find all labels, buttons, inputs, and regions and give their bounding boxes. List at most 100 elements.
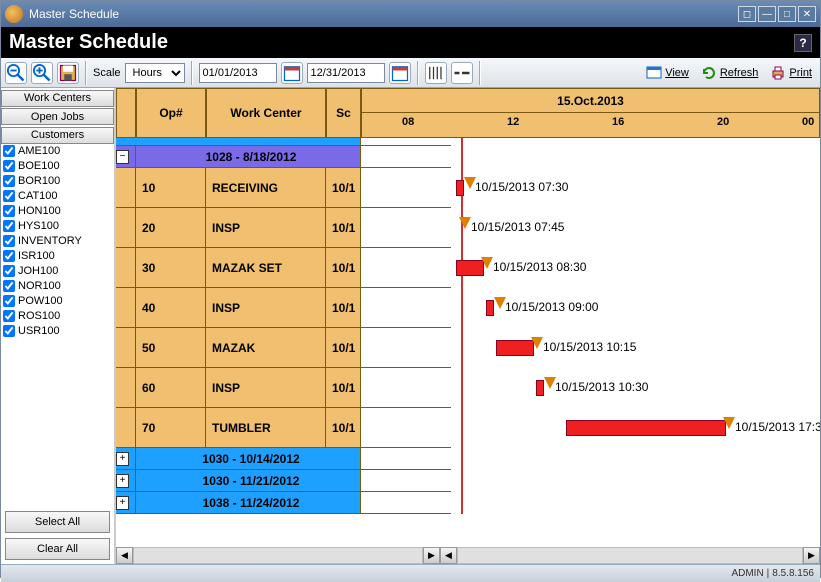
col-sc: Sc — [326, 88, 361, 138]
group-label: 1030 - 10/14/2012 — [136, 448, 361, 469]
grid-body[interactable]: −1028 - 8/18/201210RECEIVING10/120INSP10… — [116, 138, 820, 547]
cell-sc: 10/1 — [326, 408, 361, 447]
customer-checkbox[interactable] — [3, 190, 15, 202]
time-tick: 16 — [612, 116, 624, 128]
date-to-input[interactable] — [307, 63, 385, 83]
customer-item[interactable]: HON100 — [1, 204, 114, 219]
cell-op: 40 — [136, 288, 206, 327]
expand-icon[interactable]: + — [116, 496, 129, 510]
customer-label: HYS100 — [18, 220, 59, 232]
customer-checkbox[interactable] — [3, 220, 15, 232]
cell-work-center: MAZAK SET — [206, 248, 326, 287]
app-logo-icon — [5, 5, 23, 23]
customer-item[interactable]: BOR100 — [1, 174, 114, 189]
expand-icon[interactable]: + — [116, 474, 129, 488]
tab-customers[interactable]: Customers — [1, 127, 114, 144]
customer-item[interactable]: AME100 — [1, 144, 114, 159]
customer-checkbox[interactable] — [3, 295, 15, 307]
zoom-in-icon[interactable] — [31, 62, 53, 84]
cell-toggle — [116, 168, 136, 207]
tab-work-centers[interactable]: Work Centers — [1, 90, 114, 107]
titlebar: Master Schedule ◻ — □ ✕ — [1, 1, 820, 27]
cell-sc: 10/1 — [326, 328, 361, 367]
milestone-marker-icon[interactable] — [723, 417, 735, 429]
refresh-button[interactable]: Refresh — [697, 62, 763, 84]
customer-label: BOE100 — [18, 160, 60, 172]
customer-checkbox[interactable] — [3, 280, 15, 292]
expand-icon[interactable]: + — [116, 452, 129, 466]
save-icon[interactable] — [57, 62, 79, 84]
select-all-button[interactable]: Select All — [5, 511, 110, 533]
cell-toggle — [116, 408, 136, 447]
view-button[interactable]: View — [642, 62, 693, 84]
scroll-left-fixed[interactable]: ◀ — [116, 547, 133, 564]
group-label: 1028 - 8/18/2012 — [136, 146, 361, 167]
customer-checkbox[interactable] — [3, 205, 15, 217]
customer-checkbox[interactable] — [3, 160, 15, 172]
customer-label: AME100 — [18, 145, 60, 157]
milestone-marker-icon[interactable] — [459, 217, 471, 229]
gantt-bar[interactable] — [486, 300, 494, 316]
customer-checkbox[interactable] — [3, 250, 15, 262]
customer-item[interactable]: ROS100 — [1, 309, 114, 324]
customer-checkbox[interactable] — [3, 265, 15, 277]
customer-item[interactable]: POW100 — [1, 294, 114, 309]
gantt-bar[interactable] — [456, 260, 484, 276]
customer-item[interactable]: NOR100 — [1, 279, 114, 294]
grid-header: Op# Work Center Sc 15.Oct.2013 081216200… — [116, 88, 820, 138]
gantt-bar[interactable] — [536, 380, 544, 396]
speech-icon[interactable]: ◻ — [738, 6, 756, 22]
gantt-mode2-icon[interactable] — [451, 62, 473, 84]
close-button[interactable]: ✕ — [798, 6, 816, 22]
minimize-button[interactable]: — — [758, 6, 776, 22]
status-bar: ADMIN | 8.5.8.156 — [1, 564, 820, 582]
gantt-bar[interactable] — [566, 420, 726, 436]
cell-sc: 10/1 — [326, 288, 361, 327]
gantt-mode1-icon[interactable] — [425, 62, 447, 84]
customer-label: ROS100 — [18, 310, 60, 322]
customer-item[interactable]: USR100 — [1, 324, 114, 339]
date-from-input[interactable] — [199, 63, 277, 83]
gantt-bar[interactable] — [496, 340, 534, 356]
tab-open-jobs[interactable]: Open Jobs — [1, 108, 114, 125]
customer-item[interactable]: BOE100 — [1, 159, 114, 174]
customer-checkbox[interactable] — [3, 235, 15, 247]
customer-checkbox[interactable] — [3, 310, 15, 322]
scroll-right-gantt[interactable]: ▶ — [803, 547, 820, 564]
maximize-button[interactable]: □ — [778, 6, 796, 22]
gantt-bar[interactable] — [456, 180, 464, 196]
customer-item[interactable]: INVENTORY — [1, 234, 114, 249]
customer-item[interactable]: JOH100 — [1, 264, 114, 279]
customer-checkbox[interactable] — [3, 325, 15, 337]
customer-item[interactable]: HYS100 — [1, 219, 114, 234]
customer-item[interactable]: ISR100 — [1, 249, 114, 264]
cell-toggle — [116, 208, 136, 247]
scale-select[interactable]: Hours — [125, 63, 185, 83]
collapse-icon[interactable]: − — [116, 150, 129, 164]
gantt-row: 10/15/2013 17:30 — [451, 408, 820, 448]
milestone-marker-icon[interactable] — [481, 257, 493, 269]
bar-timestamp: 10/15/2013 09:00 — [505, 300, 598, 314]
h-scrollbar[interactable]: ◀ ▶ ◀ ▶ — [116, 547, 820, 564]
gantt-row: 10/15/2013 09:00 — [451, 288, 820, 328]
print-button[interactable]: Print — [766, 62, 816, 84]
zoom-out-icon[interactable] — [5, 62, 27, 84]
status-user: ADMIN — [731, 568, 763, 579]
cell-sc: 10/1 — [326, 368, 361, 407]
toolbar: Scale Hours View Refresh Print — [1, 58, 820, 88]
bar-timestamp: 10/15/2013 08:30 — [493, 260, 586, 274]
cell-work-center: INSP — [206, 368, 326, 407]
clear-all-button[interactable]: Clear All — [5, 538, 110, 560]
scroll-right-fixed[interactable]: ▶ — [423, 547, 440, 564]
help-icon[interactable]: ? — [794, 34, 812, 52]
calendar-to-icon[interactable] — [389, 62, 411, 84]
customer-checkbox[interactable] — [3, 175, 15, 187]
calendar-from-icon[interactable] — [281, 62, 303, 84]
milestone-marker-icon[interactable] — [531, 337, 543, 349]
customer-checkbox[interactable] — [3, 145, 15, 157]
window-title: Master Schedule — [29, 7, 119, 21]
cell-op: 50 — [136, 328, 206, 367]
gantt-row: 10/15/2013 10:15 — [451, 328, 820, 368]
scroll-left-gantt[interactable]: ◀ — [440, 547, 457, 564]
customer-item[interactable]: CAT100 — [1, 189, 114, 204]
